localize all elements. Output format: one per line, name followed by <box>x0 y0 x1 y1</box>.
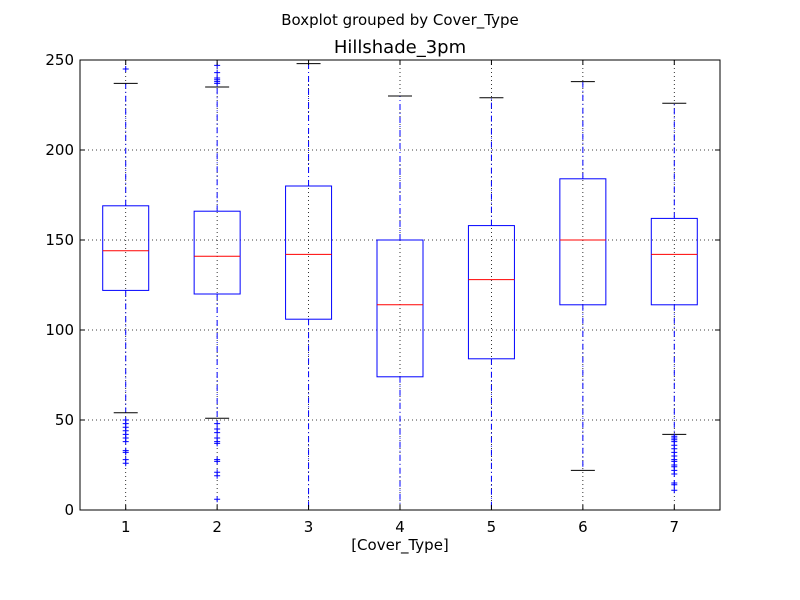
x-tick-label: 3 <box>304 518 314 536</box>
iqr-box <box>193 210 241 295</box>
y-tick-label: 0 <box>64 501 74 519</box>
flier-point <box>214 420 221 427</box>
x-tick-label: 2 <box>212 518 222 536</box>
y-tick-label: 200 <box>45 141 74 159</box>
flier-point <box>214 469 221 476</box>
chart-title: Hillshade_3pm <box>334 37 466 58</box>
box-group-7 <box>650 102 698 494</box>
iqr-box <box>467 225 515 360</box>
flier-point <box>214 75 221 81</box>
x-tick-label: 7 <box>670 518 680 536</box>
flier-point <box>214 426 221 432</box>
flier-point <box>122 456 129 463</box>
box-group-4 <box>376 95 424 511</box>
box-group-5 <box>467 97 515 511</box>
flier-point <box>671 487 678 494</box>
chart-suptitle: Boxplot grouped by Cover_Type <box>281 11 519 30</box>
flier-point <box>214 69 221 76</box>
flier-point <box>214 496 221 503</box>
x-axis-label: [Cover_Type] <box>351 536 449 555</box>
flier-point <box>214 435 221 441</box>
flier-point <box>671 480 678 486</box>
y-tick-label: 50 <box>55 411 74 429</box>
iqr-box <box>650 217 698 306</box>
flier-point <box>122 417 129 423</box>
box-series <box>102 62 698 511</box>
x-tick-label: 4 <box>395 518 405 536</box>
y-tick-label: 150 <box>45 231 74 249</box>
flier-point <box>214 456 221 463</box>
iqr-box <box>559 178 607 306</box>
x-tick-label: 5 <box>487 518 497 536</box>
box-group-2 <box>193 62 241 503</box>
x-tick-label: 1 <box>121 518 131 536</box>
box-group-1 <box>102 66 150 467</box>
x-tick-label: 6 <box>578 518 588 536</box>
iqr-box <box>376 239 424 378</box>
flier-point <box>671 433 678 440</box>
flier-point <box>122 66 129 72</box>
box-group-6 <box>559 81 607 471</box>
axis-ticks: 0 50 100 150 200 250 1 2 3 4 5 6 7 <box>45 51 720 536</box>
flier-point <box>122 447 129 454</box>
iqr-box <box>285 185 333 320</box>
iqr-box <box>102 205 150 291</box>
y-tick-label: 250 <box>45 51 74 69</box>
y-tick-label: 100 <box>45 321 74 339</box>
